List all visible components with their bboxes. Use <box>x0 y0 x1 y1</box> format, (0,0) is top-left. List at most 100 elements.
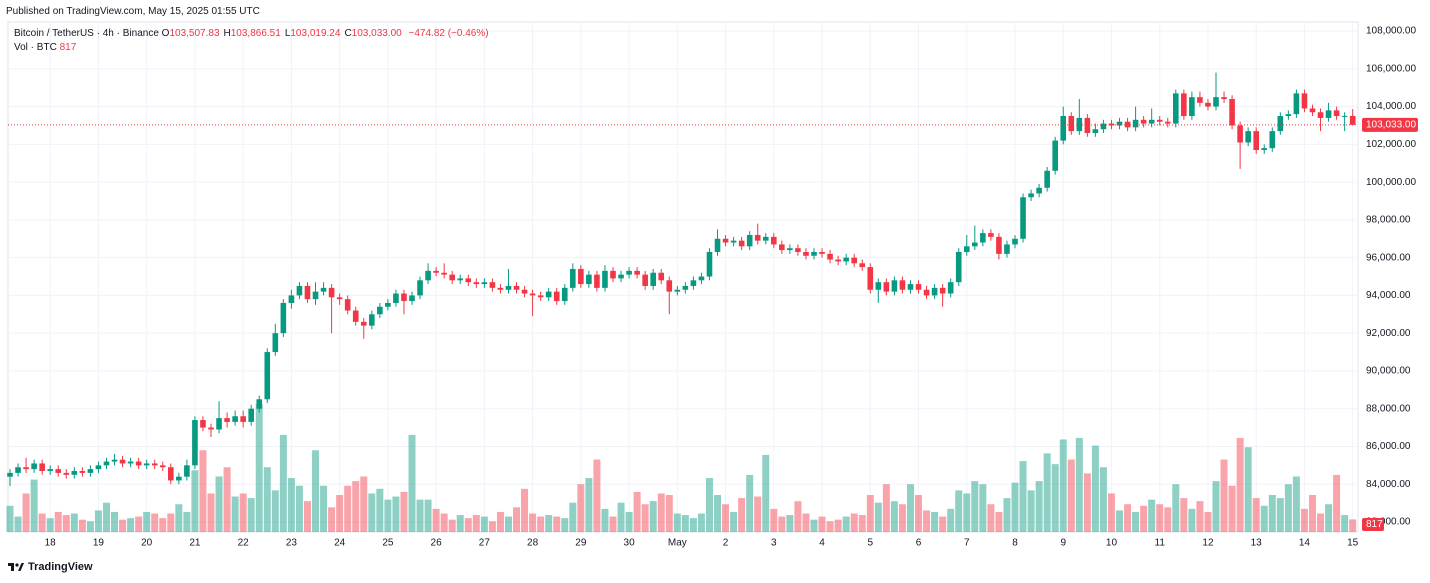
volume-bar <box>22 493 30 532</box>
y-tick-label: 86,000.00 <box>1366 441 1411 452</box>
volume-bar <box>681 515 689 532</box>
candle-body <box>1341 115 1348 117</box>
volume-bar <box>1284 484 1292 532</box>
candle-body <box>602 270 608 288</box>
volume-bar <box>336 494 344 532</box>
candle-body <box>47 469 53 472</box>
y-tick-label: 92,000.00 <box>1366 328 1411 339</box>
volume-bar <box>931 511 939 532</box>
volume-bar <box>464 518 472 532</box>
volume-bars <box>6 404 1357 532</box>
x-tick-label: 13 <box>1251 538 1263 549</box>
candle-body <box>224 418 230 422</box>
candle-body <box>819 251 825 254</box>
change: −474.82 (−0.46%) <box>408 28 489 39</box>
candle-body <box>1325 110 1332 118</box>
x-tick-label: 10 <box>1106 538 1118 549</box>
candle-body <box>168 467 174 481</box>
volume-bar <box>786 515 794 532</box>
candle-body <box>441 272 447 275</box>
candle-body <box>1277 116 1284 132</box>
candle-body <box>208 427 214 430</box>
candle-body <box>1156 119 1163 122</box>
candle-body <box>923 289 930 296</box>
candle-body <box>433 270 439 273</box>
candle-body <box>947 282 954 294</box>
volume-bar <box>1204 511 1212 532</box>
volume-bar <box>480 516 488 532</box>
volume-bar <box>70 513 78 532</box>
volume-bar <box>1228 485 1236 532</box>
candle-body <box>111 459 118 462</box>
y-tick-label: 82,000.00 <box>1366 517 1411 528</box>
candle-body <box>497 287 504 290</box>
candle-body <box>87 469 94 473</box>
candle-body <box>771 236 777 245</box>
volume-bar <box>231 496 239 532</box>
candle-body <box>521 289 528 294</box>
candle-body <box>618 274 624 279</box>
volume-bar <box>440 513 448 532</box>
volume-bar <box>1116 510 1124 532</box>
volume-bar <box>295 485 303 532</box>
volume-bar <box>657 493 665 532</box>
candle-body <box>401 293 407 302</box>
volume-bar <box>400 491 408 532</box>
candle-body <box>537 295 544 298</box>
candle-body <box>1285 114 1292 117</box>
volume-bar <box>191 470 199 532</box>
volume-bar <box>890 501 898 532</box>
candle-body <box>972 242 978 247</box>
candle-body <box>336 297 343 300</box>
ohlc-label: H <box>223 28 231 39</box>
y-tick-label: 96,000.00 <box>1366 252 1411 263</box>
x-tick-label: 4 <box>819 538 825 549</box>
volume-bar <box>151 513 159 532</box>
volume-bar <box>577 484 585 532</box>
volume-bar <box>730 511 738 532</box>
candle-body <box>264 352 271 400</box>
candle-body <box>1229 99 1235 126</box>
ohlc-value: 103,019.24 <box>290 28 341 39</box>
candle-body <box>730 240 737 243</box>
candle-body <box>63 472 70 475</box>
volume-bar <box>673 513 681 532</box>
candle-body <box>626 270 632 275</box>
volume-bar <box>376 488 384 532</box>
candle-body <box>465 278 472 283</box>
volume-bar <box>1027 490 1035 532</box>
candle-body <box>650 272 656 286</box>
candle-body <box>377 306 383 315</box>
candle-body <box>71 471 78 475</box>
volume-bar <box>810 519 818 532</box>
volume-bar <box>1107 493 1115 532</box>
volume-bar <box>1003 498 1011 532</box>
volume-bar <box>1140 505 1148 532</box>
candle-body <box>296 285 303 296</box>
volume-bar <box>14 516 22 532</box>
volume-bar <box>842 516 850 532</box>
volume-bar <box>971 481 979 532</box>
candle-body <box>513 285 520 290</box>
volume-bar <box>738 498 746 532</box>
candle-body <box>1052 140 1058 171</box>
candle-body <box>15 467 21 473</box>
y-tick-label: 102,000.00 <box>1366 139 1416 150</box>
x-tick-label: 6 <box>916 538 922 549</box>
last-price-label: 103,033.00 <box>1366 119 1416 130</box>
volume-bar <box>1236 437 1244 532</box>
volume-bar <box>320 485 328 532</box>
candle-body <box>200 420 206 428</box>
candle-body <box>312 291 319 300</box>
volume-bar <box>263 467 271 532</box>
volume-bar <box>159 518 167 532</box>
x-tick-label: 23 <box>286 538 298 549</box>
volume-bar <box>633 491 641 532</box>
candle-body <box>955 251 962 283</box>
candle-body <box>803 251 809 256</box>
volume-bar <box>279 434 287 532</box>
volume-bar <box>939 516 947 532</box>
candle-body <box>795 248 801 252</box>
volume-bar <box>641 504 649 532</box>
candle-body <box>722 238 729 243</box>
